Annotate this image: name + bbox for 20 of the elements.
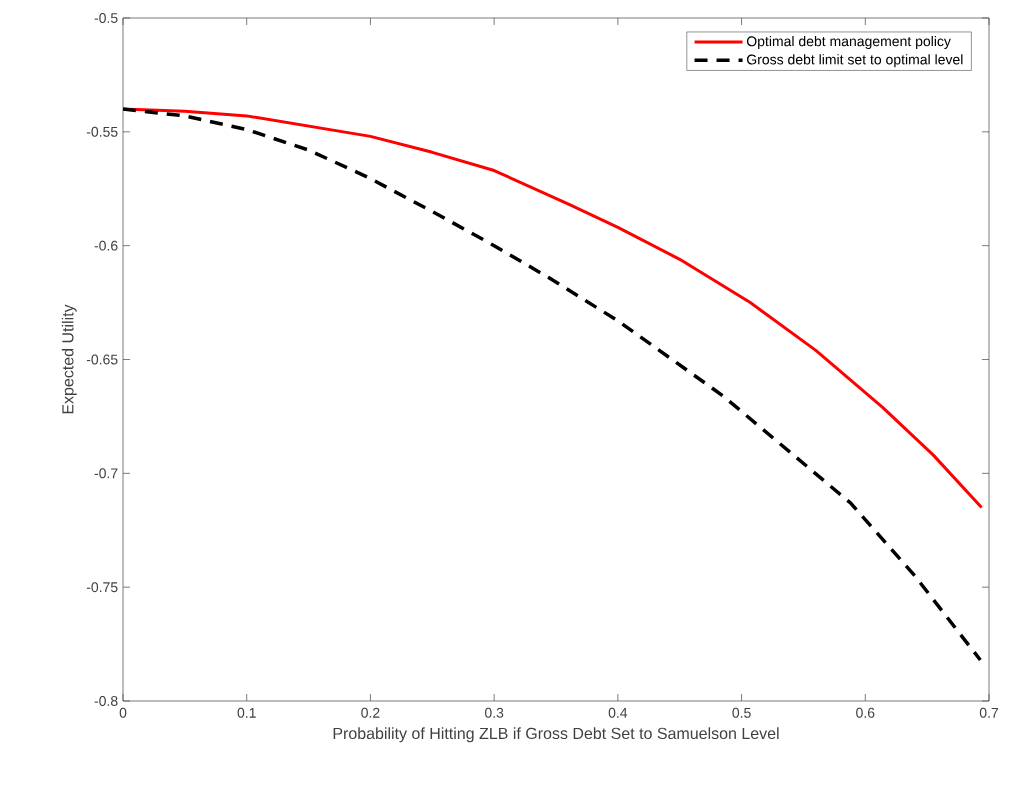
x-tick-label: 0.5 <box>732 707 751 718</box>
line-series <box>123 107 983 662</box>
legend-label: Gross debt limit set to optimal level <box>747 54 963 68</box>
y-tick-label: -0.7 <box>94 468 118 479</box>
x-axis-title: Probability of Hitting ZLB if Gross Debt Set to Samuelson Level <box>333 727 779 743</box>
x-tick-label: 0 <box>119 707 127 718</box>
y-tick-label: -0.65 <box>86 354 118 365</box>
x-tick-label: 0.3 <box>484 707 504 718</box>
x-tick-label: 0.6 <box>856 707 875 718</box>
y-tick-label: -0.6 <box>94 240 118 251</box>
y-tick-label: -0.8 <box>94 696 118 706</box>
x-tick-label: 0.7 <box>979 707 999 718</box>
y-tick-label: -0.75 <box>86 582 118 593</box>
x-tick-label: 0.4 <box>608 707 628 718</box>
y-tick-label: -0.5 <box>94 13 118 23</box>
x-tick-label: 0.1 <box>237 707 256 718</box>
x-tick-label: 0.2 <box>361 707 380 718</box>
y-axis-title: Expected Utility <box>61 304 77 414</box>
y-tick-label: -0.55 <box>86 126 118 137</box>
legend-label: Optimal debt management policy <box>746 35 951 49</box>
